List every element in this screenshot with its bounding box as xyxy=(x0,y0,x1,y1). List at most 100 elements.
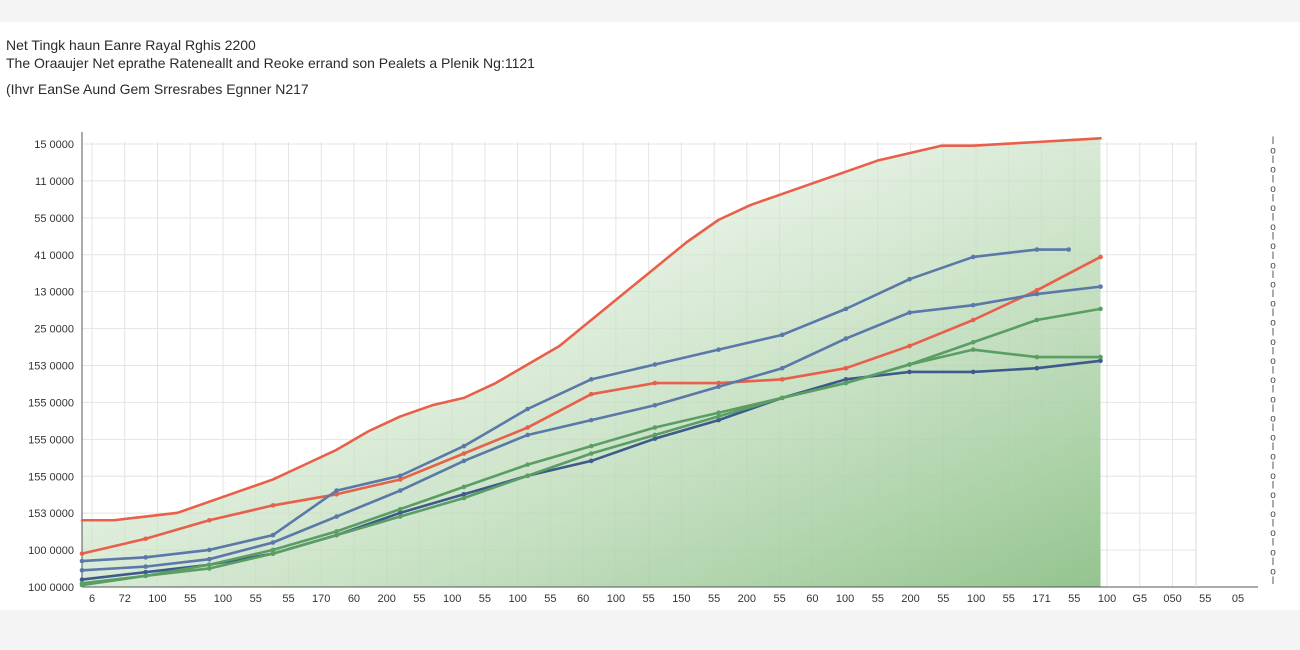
right-tick-label: o xyxy=(1270,203,1276,214)
right-tick-label: o xyxy=(1270,433,1276,444)
x-tick-label: 200 xyxy=(378,593,396,605)
right-tick-label: o xyxy=(1270,471,1276,482)
series-3-point xyxy=(270,532,276,538)
series-4-point xyxy=(1098,284,1103,289)
right-tick-label: o xyxy=(1270,547,1276,558)
x-tick-label: 100 xyxy=(508,593,526,605)
x-tick-label: 6 xyxy=(89,593,95,605)
series-2-point xyxy=(461,451,467,456)
right-tick-label: o xyxy=(1270,299,1276,310)
series-4-point xyxy=(79,568,85,573)
series-6-point xyxy=(461,495,467,501)
series-3-point xyxy=(207,547,212,553)
series-7-point xyxy=(1098,306,1103,312)
x-tick-label: 55 xyxy=(544,593,556,605)
series-6-point xyxy=(652,432,658,438)
y-tick-label: 155 0000 xyxy=(28,397,74,409)
series-2-point xyxy=(843,365,849,371)
right-tick-label: o xyxy=(1270,165,1276,176)
right-tick-label: l xyxy=(1272,232,1274,243)
series-5-point xyxy=(588,458,594,464)
x-tick-label: 170 xyxy=(312,593,330,605)
series-4-point xyxy=(1034,291,1040,297)
series-2-point xyxy=(397,477,403,482)
right-tick-label: l xyxy=(1272,346,1274,357)
series-5-point xyxy=(970,369,976,375)
series-line-1 xyxy=(80,136,1102,522)
series-2-point xyxy=(779,377,785,382)
x-tick-label: 55 xyxy=(479,593,491,605)
y-tick-label: 55 0000 xyxy=(34,213,74,225)
series-3-point xyxy=(1066,247,1071,252)
x-tick-label: 55 xyxy=(250,593,262,605)
series-2-point xyxy=(652,380,658,386)
series-6-point xyxy=(334,532,339,538)
x-tick-label: 55 xyxy=(1068,593,1080,605)
series-7-point xyxy=(79,580,85,586)
right-tick-label: l xyxy=(1272,461,1274,472)
y-tick-label: 153 0000 xyxy=(28,508,74,520)
series-2-point xyxy=(334,491,339,497)
y-tick-label: 153 0000 xyxy=(28,361,74,373)
series-4-point xyxy=(525,432,530,438)
series-7-point xyxy=(843,380,849,386)
series-6-point xyxy=(525,473,530,479)
series-2-point xyxy=(970,317,976,323)
series-3-point xyxy=(907,276,912,282)
series-6-point xyxy=(970,347,976,352)
series-6-point xyxy=(716,414,721,419)
x-tick-label: 55 xyxy=(708,593,720,605)
right-tick-label: o xyxy=(1270,260,1276,271)
right-tick-label: l xyxy=(1272,557,1274,568)
x-tick-label: 100 xyxy=(1098,593,1116,605)
y-tick-label: 41 0000 xyxy=(34,250,74,262)
right-tick-label: l xyxy=(1272,576,1274,587)
series-7-point xyxy=(397,506,403,512)
series-5-point xyxy=(397,510,403,516)
series-5-point xyxy=(652,436,658,441)
series-3-point xyxy=(1034,247,1040,252)
series-4-point xyxy=(843,336,849,341)
series-3-point xyxy=(779,332,785,338)
series-3-point xyxy=(397,473,403,479)
series-4-point xyxy=(143,564,148,569)
series-6-point xyxy=(270,551,276,556)
series-7-point xyxy=(907,362,912,367)
series-2-point xyxy=(207,517,212,523)
right-tick-label: o xyxy=(1270,452,1276,463)
series-3-point xyxy=(970,254,976,260)
right-tick-label: l xyxy=(1272,423,1274,434)
x-tick-label: 72 xyxy=(119,593,131,605)
y-tick-label: 155 0000 xyxy=(28,434,74,446)
x-tick-label: 60 xyxy=(806,593,818,605)
series-4-point xyxy=(334,514,339,519)
series-7-point xyxy=(270,547,276,553)
chart-caption: (Ihvr EanSe Aund Gem Srresrabes Egnner N… xyxy=(6,81,309,97)
series-7-point xyxy=(716,410,721,416)
x-tick-label: 55 xyxy=(643,593,655,605)
series-2-point xyxy=(1034,288,1040,293)
series-3-point xyxy=(79,558,85,564)
right-tick-label: o xyxy=(1270,375,1276,386)
right-tick-label: o xyxy=(1270,222,1276,233)
right-tick-label: o xyxy=(1270,337,1276,348)
right-tick-label: l xyxy=(1272,366,1274,377)
x-tick-label: 55 xyxy=(1199,593,1211,605)
right-tick-label: l xyxy=(1272,480,1274,491)
right-tick-label: l xyxy=(1272,193,1274,204)
axes xyxy=(81,132,1258,588)
series-lines xyxy=(79,136,1103,588)
series-2-point xyxy=(1098,254,1103,260)
x-tick-label: 60 xyxy=(348,593,360,605)
series-6-point xyxy=(1098,354,1103,360)
right-tick-label: l xyxy=(1272,136,1274,147)
series-7-point xyxy=(1034,317,1040,323)
y-tick-label: 100 0000 xyxy=(28,582,74,594)
series-3-point xyxy=(143,555,148,560)
x-tick-label: 100 xyxy=(443,593,461,605)
series-4-point xyxy=(970,302,976,308)
series-5-point xyxy=(1098,358,1103,364)
series-4-point xyxy=(907,310,912,315)
y-tick-label: 155 0000 xyxy=(28,471,74,483)
series-2-point xyxy=(525,425,530,430)
